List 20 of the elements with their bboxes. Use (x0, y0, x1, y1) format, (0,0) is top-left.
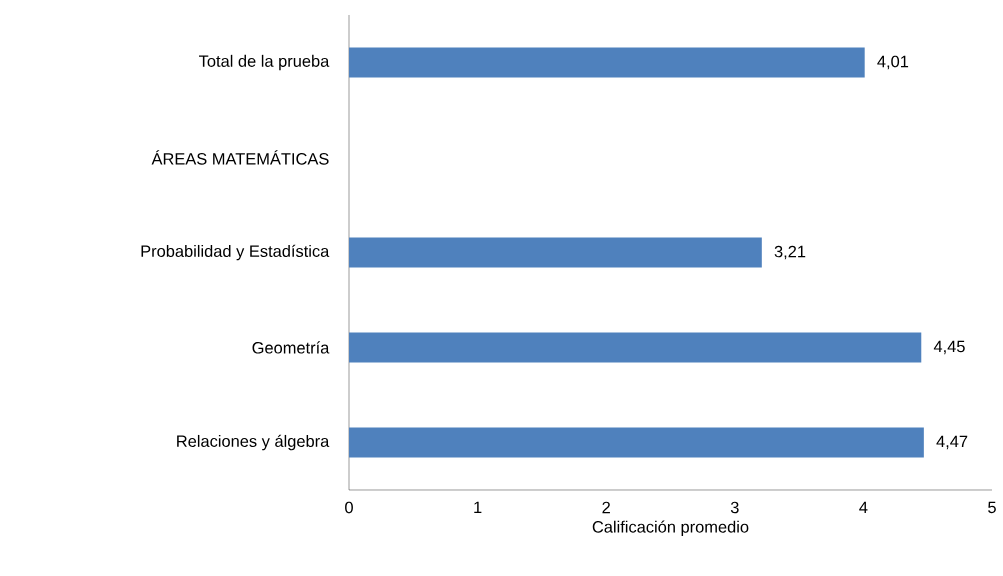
y-tick-label: Geometría (252, 341, 330, 354)
data-label: 4,47 (936, 435, 968, 450)
x-tick-label: 3 (730, 501, 739, 514)
y-tick-label: Total de la prueba (199, 54, 330, 71)
x-tick-label: 2 (602, 501, 610, 514)
x-tick-label: 4 (859, 501, 868, 513)
bar (349, 427, 924, 458)
data-label: 4,01 (877, 55, 909, 70)
bar (349, 47, 865, 78)
bar (349, 332, 922, 363)
x-tick-label: 1 (474, 501, 482, 513)
x-axis-title: Calificación promedio (592, 520, 749, 536)
y-tick-label: Relaciones y álgebra (177, 434, 330, 451)
x-tick-label: 0 (345, 501, 353, 514)
x-tick-label: 5 (988, 501, 996, 514)
data-label: 3,21 (774, 245, 806, 260)
y-tick-label: Probabilidad y Estadística (141, 244, 330, 261)
bar (349, 237, 762, 268)
data-label: 4,45 (933, 340, 965, 355)
y-tick-label: ÁREAS MATEMÁTICAS (151, 150, 329, 165)
